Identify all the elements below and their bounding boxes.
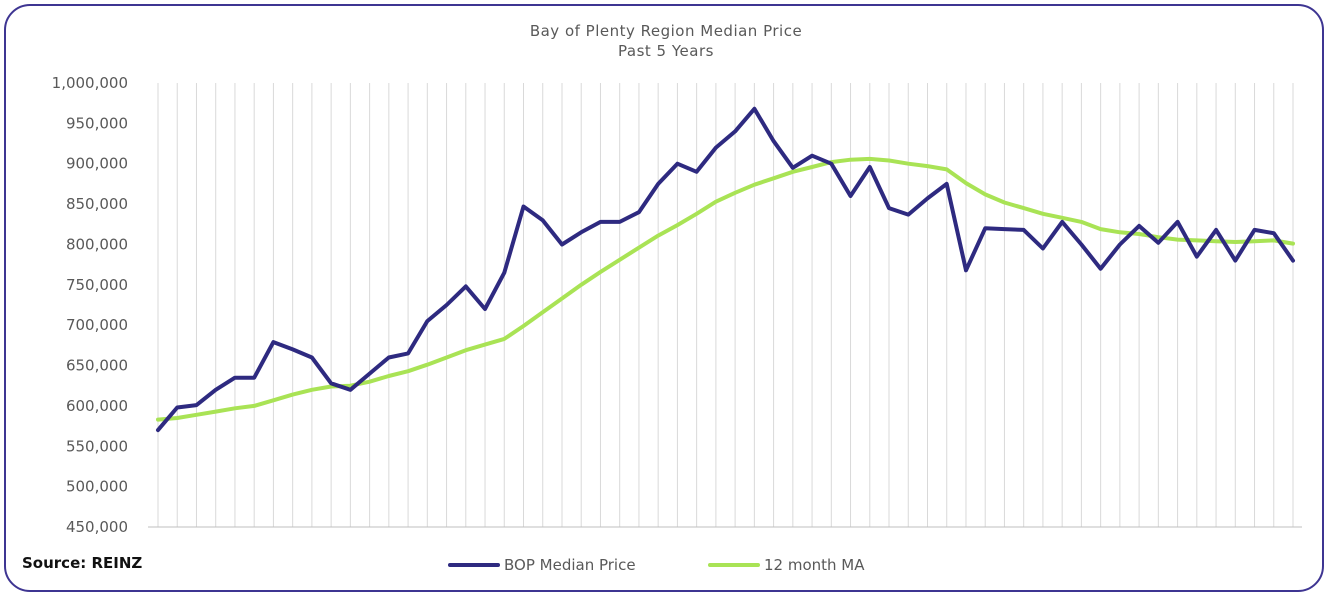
y-tick-label: 500,000 — [66, 478, 128, 496]
legend-swatch-bop — [448, 563, 500, 567]
legend-label-bop: BOP Median Price — [504, 556, 636, 574]
legend-swatch-ma — [708, 563, 760, 567]
legend-item-12-month-ma: 12 month MA — [708, 556, 865, 574]
chart-subtitle: Past 5 Years — [618, 42, 714, 60]
y-tick-label: 900,000 — [66, 155, 128, 173]
y-tick-label: 1,000,000 — [52, 74, 128, 92]
y-tick-label: 550,000 — [66, 437, 128, 455]
y-tick-label: 750,000 — [66, 276, 128, 294]
legend-item-bop-median-price: BOP Median Price — [448, 556, 636, 574]
y-tick-label: 850,000 — [66, 195, 128, 213]
y-tick-label: 950,000 — [66, 114, 128, 132]
y-tick-label: 700,000 — [66, 316, 128, 334]
chart-title: Bay of Plenty Region Median Price — [529, 22, 803, 40]
vertical-gridlines — [157, 83, 1294, 527]
series-line-12-month-ma — [156, 156, 1295, 422]
source-note: Source: REINZ — [22, 554, 143, 572]
y-axis-ticks: 1,000,000 950,000 900,000 850,000 800,000 750… — [52, 74, 128, 536]
y-tick-label: 650,000 — [66, 357, 128, 375]
series-lines — [156, 106, 1295, 433]
y-tick-label: 800,000 — [66, 235, 128, 253]
legend-label-ma: 12 month MA — [764, 556, 865, 574]
chart-frame — [4, 4, 1324, 592]
series-line-bop-median-price — [156, 106, 1295, 433]
y-tick-label: 450,000 — [66, 518, 128, 536]
y-tick-label: 600,000 — [66, 397, 128, 415]
